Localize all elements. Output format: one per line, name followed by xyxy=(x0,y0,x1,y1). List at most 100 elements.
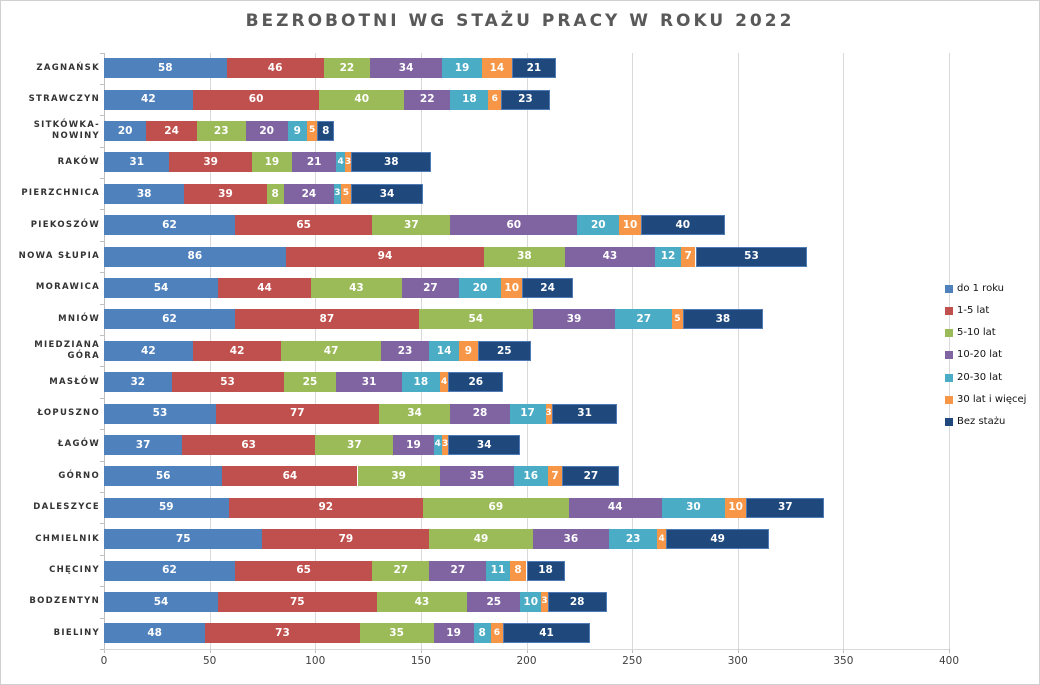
bar-value-label: 28 xyxy=(472,407,488,420)
bar-value-label: 38 xyxy=(517,250,532,263)
bar-segment: 5 xyxy=(672,309,683,330)
bar-value-label: 10 xyxy=(728,501,743,514)
legend-swatch xyxy=(945,329,953,338)
bar-value-label: 14 xyxy=(436,344,452,357)
bar-segment: 53 xyxy=(104,403,216,424)
bar-value-label: 54 xyxy=(153,281,169,294)
bar-value-label: 47 xyxy=(323,344,339,357)
bar-value-label: 3 xyxy=(545,408,552,419)
bar-value-label: 59 xyxy=(159,501,174,514)
bar-segment: 27 xyxy=(429,560,487,581)
y-axis-tick xyxy=(100,303,104,305)
bar-value-label: 27 xyxy=(583,470,599,483)
bar-segment: 19 xyxy=(442,58,483,79)
bar-segment: 37 xyxy=(104,434,183,455)
bar-value-label: 20 xyxy=(259,124,274,137)
bar-segment: 34 xyxy=(448,434,521,455)
bar-segment: 23 xyxy=(380,340,430,361)
bar-value-label: 24 xyxy=(164,124,179,137)
legend-label: 20-30 lat xyxy=(957,371,1003,383)
y-axis-tick xyxy=(100,209,104,211)
bar-value-label: 3 xyxy=(442,439,449,450)
bar-segment: 75 xyxy=(104,529,263,550)
bar-segment: 9 xyxy=(458,340,478,361)
bar-segment: 23 xyxy=(501,89,550,110)
legend-label: Bez stażu xyxy=(957,416,1006,428)
bar-segment: 48 xyxy=(104,623,206,644)
bar-value-label: 5 xyxy=(308,125,316,136)
bar-value-label: 77 xyxy=(289,407,305,420)
legend-item: 30 lat i więcej xyxy=(945,393,1026,406)
bar-segment: 34 xyxy=(351,183,423,204)
bar-value-label: 31 xyxy=(129,156,145,169)
x-axis-tick-label: 400 xyxy=(938,655,960,667)
legend-item: do 1 roku xyxy=(945,282,1026,295)
gridline xyxy=(737,52,739,649)
bar-segment: 62 xyxy=(104,215,235,236)
legend-item: 20-30 lat xyxy=(945,371,1026,384)
legend-swatch xyxy=(945,395,953,404)
bar-value-label: 21 xyxy=(526,61,542,74)
bar-value-label: 22 xyxy=(419,93,435,106)
category-label: RAKÓW xyxy=(57,156,100,167)
chart-title: BEZROBOTNI WG STAŻU PRACY W ROKU 2022 xyxy=(245,11,795,31)
bar-value-label: 5 xyxy=(342,188,349,199)
bar-segment: 20 xyxy=(577,215,620,236)
bar-segment: 41 xyxy=(503,623,590,644)
bar-segment: 49 xyxy=(665,529,770,550)
bar-segment: 3 xyxy=(344,152,352,173)
bar-segment: 4 xyxy=(657,529,666,550)
bar-value-label: 11 xyxy=(490,564,506,577)
chart-legend: do 1 roku 1-5 lat 5-10 lat 10-20 lat 20-30 l… xyxy=(945,282,1026,438)
bar-segment: 18 xyxy=(526,560,565,581)
bar-value-label: 19 xyxy=(406,438,421,451)
bar-value-label: 75 xyxy=(289,595,305,608)
bar-value-label: 7 xyxy=(551,470,559,483)
bar-value-label: 43 xyxy=(602,250,618,263)
bar-value-label: 58 xyxy=(157,61,173,74)
bar-segment: 27 xyxy=(615,309,673,330)
bar-value-label: 37 xyxy=(404,218,419,231)
bar-value-label: 25 xyxy=(302,375,318,388)
bar-value-label: 27 xyxy=(423,281,438,294)
gridline xyxy=(949,52,950,649)
category-label: PIERZCHNICA xyxy=(21,188,100,199)
bar-segment: 7 xyxy=(680,246,696,267)
bar-segment: 37 xyxy=(372,215,451,236)
bar-segment: 39 xyxy=(184,183,267,204)
bar-value-label: 28 xyxy=(569,595,585,608)
bar-value-label: 54 xyxy=(153,595,169,608)
legend-label: 30 lat i więcej xyxy=(957,393,1027,405)
y-axis-tick xyxy=(100,115,104,117)
bar-value-label: 22 xyxy=(339,61,355,74)
bar-segment: 4 xyxy=(439,372,449,393)
bar-value-label: 62 xyxy=(162,218,177,231)
bar-segment: 92 xyxy=(228,497,423,518)
bar-segment: 77 xyxy=(215,403,379,424)
bar-value-label: 23 xyxy=(518,93,533,106)
bar-value-label: 73 xyxy=(275,627,290,640)
bar-value-label: 65 xyxy=(296,564,311,577)
bar-segment: 39 xyxy=(532,309,616,330)
legend-swatch xyxy=(945,306,953,315)
x-axis-tick xyxy=(526,649,528,653)
bar-value-label: 53 xyxy=(744,250,759,263)
bar-value-label: 39 xyxy=(203,156,218,169)
bar-segment: 37 xyxy=(315,434,394,455)
bar-value-label: 37 xyxy=(777,501,793,514)
bar-value-label: 35 xyxy=(389,627,404,640)
bar-value-label: 62 xyxy=(162,313,177,326)
bar-segment: 19 xyxy=(251,152,292,173)
bar-value-label: 4 xyxy=(440,376,448,387)
bar-value-label: 19 xyxy=(264,156,280,169)
bar-value-label: 34 xyxy=(398,61,414,74)
bar-value-label: 38 xyxy=(383,156,399,169)
bar-segment: 40 xyxy=(319,89,404,110)
bar-segment: 60 xyxy=(192,89,320,110)
bar-value-label: 32 xyxy=(130,375,146,388)
bar-value-label: 49 xyxy=(473,532,489,545)
bar-value-label: 39 xyxy=(566,313,582,326)
bar-value-label: 34 xyxy=(476,438,492,451)
bar-value-label: 46 xyxy=(267,61,283,74)
